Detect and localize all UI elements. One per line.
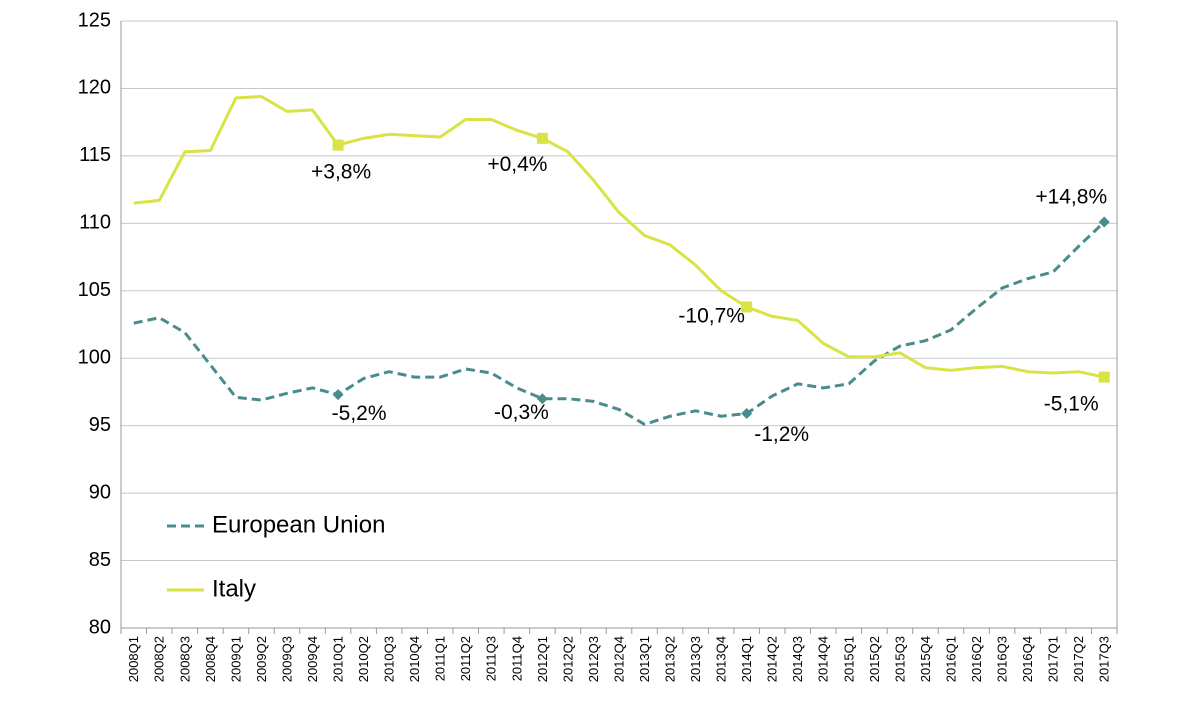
x-tick-label: 2010Q4 — [407, 636, 422, 682]
x-tick-label: 2011Q1 — [433, 636, 448, 681]
x-tick-label: 2010Q3 — [382, 636, 397, 682]
gridlines — [121, 20, 1117, 629]
marker-european-union — [332, 389, 344, 401]
annotation-label: +0,4% — [487, 153, 547, 176]
series-lines — [133, 95, 1106, 426]
y-tick-label: 95 — [89, 414, 111, 436]
marker-italy — [332, 139, 344, 151]
x-tick-label: 2011Q3 — [484, 636, 499, 681]
annotation-label: +14,8% — [1035, 186, 1107, 209]
y-tick-label: 80 — [89, 616, 111, 638]
x-tick-label: 2008Q3 — [177, 636, 192, 682]
axes — [120, 21, 1118, 634]
x-tick-label: 2013Q3 — [688, 636, 703, 682]
y-tick-label: 115 — [79, 144, 111, 166]
series-line-italy — [133, 95, 1105, 379]
x-tick-label: 2011Q2 — [458, 636, 473, 681]
x-tick-label: 2012Q1 — [535, 636, 550, 682]
x-tick-label: 2012Q2 — [560, 636, 575, 682]
y-tick-label: 105 — [78, 279, 111, 301]
x-tick-label: 2009Q1 — [228, 636, 243, 682]
legend-label: Italy — [212, 575, 256, 602]
y-axis-ticks: 80 85 90 95 100 105 110 115 120 125 — [78, 9, 111, 638]
annotation-label: -0,3% — [494, 401, 549, 424]
x-tick-label: 2014Q3 — [790, 636, 805, 682]
series-markers — [332, 132, 1110, 420]
marker-italy — [1098, 371, 1110, 383]
annotation-label: -1,2% — [754, 423, 809, 446]
marker-italy — [536, 132, 548, 144]
annotation-label: +3,8% — [311, 161, 371, 184]
annotation-label: -10,7% — [678, 305, 745, 328]
marker-italy — [741, 301, 753, 313]
x-tick-label: 2016Q3 — [995, 636, 1010, 682]
x-tick-label: 2016Q2 — [969, 636, 984, 682]
x-tick-label: 2010Q2 — [356, 636, 371, 682]
x-axis-ticks: 2008Q1 2008Q2 2008Q3 2008Q4 2009Q1 2009Q2 2009… — [126, 636, 1111, 682]
annotation-label: -5,1% — [1044, 393, 1099, 416]
x-tick-label: 2016Q4 — [1020, 636, 1035, 682]
x-tick-label: 2014Q2 — [765, 636, 780, 682]
marker-european-union — [1098, 216, 1110, 228]
series-line-european-union — [133, 220, 1106, 426]
x-tick-label: 2016Q1 — [943, 636, 958, 682]
y-tick-label: 100 — [78, 347, 111, 369]
x-tick-label: 2015Q3 — [892, 636, 907, 682]
x-tick-label: 2017Q3 — [1097, 636, 1112, 682]
y-tick-label: 90 — [89, 481, 111, 503]
x-tick-label: 2013Q2 — [663, 636, 678, 682]
legend: European Union Italy — [167, 511, 385, 602]
x-tick-label: 2012Q4 — [611, 636, 626, 682]
marker-european-union — [741, 408, 753, 420]
annotation-label: -5,2% — [332, 402, 387, 425]
legend-label: European Union — [212, 511, 385, 538]
annotations: +3,8% +0,4% -10,7% -5,1% -5,2% -0,3% -1,2% +14,… — [311, 153, 1107, 446]
x-tick-label: 2014Q1 — [739, 636, 754, 682]
y-tick-label: 120 — [78, 77, 111, 99]
x-tick-label: 2008Q1 — [126, 636, 141, 682]
x-tick-label: 2013Q1 — [637, 636, 652, 682]
x-tick-label: 2015Q4 — [918, 636, 933, 682]
x-tick-label: 2012Q3 — [586, 636, 601, 682]
marker-european-union — [536, 393, 548, 405]
y-tick-label: 85 — [89, 549, 111, 571]
x-tick-label: 2017Q1 — [1046, 636, 1061, 682]
x-tick-label: 2015Q2 — [867, 636, 882, 682]
x-tick-label: 2013Q4 — [714, 636, 729, 682]
x-tick-label: 2014Q4 — [816, 636, 831, 682]
x-tick-label: 2017Q2 — [1071, 636, 1086, 682]
x-tick-label: 2009Q2 — [254, 636, 269, 682]
x-tick-label: 2011Q4 — [509, 636, 524, 681]
x-tick-label: 2010Q1 — [331, 636, 346, 682]
x-tick-label: 2009Q3 — [279, 636, 294, 682]
x-tick-label: 2008Q4 — [203, 636, 218, 682]
x-tick-label: 2009Q4 — [305, 636, 320, 682]
x-tick-label: 2008Q2 — [152, 636, 167, 682]
y-tick-label: 110 — [79, 212, 111, 234]
y-tick-label: 125 — [78, 9, 111, 31]
x-tick-label: 2015Q1 — [841, 636, 856, 682]
